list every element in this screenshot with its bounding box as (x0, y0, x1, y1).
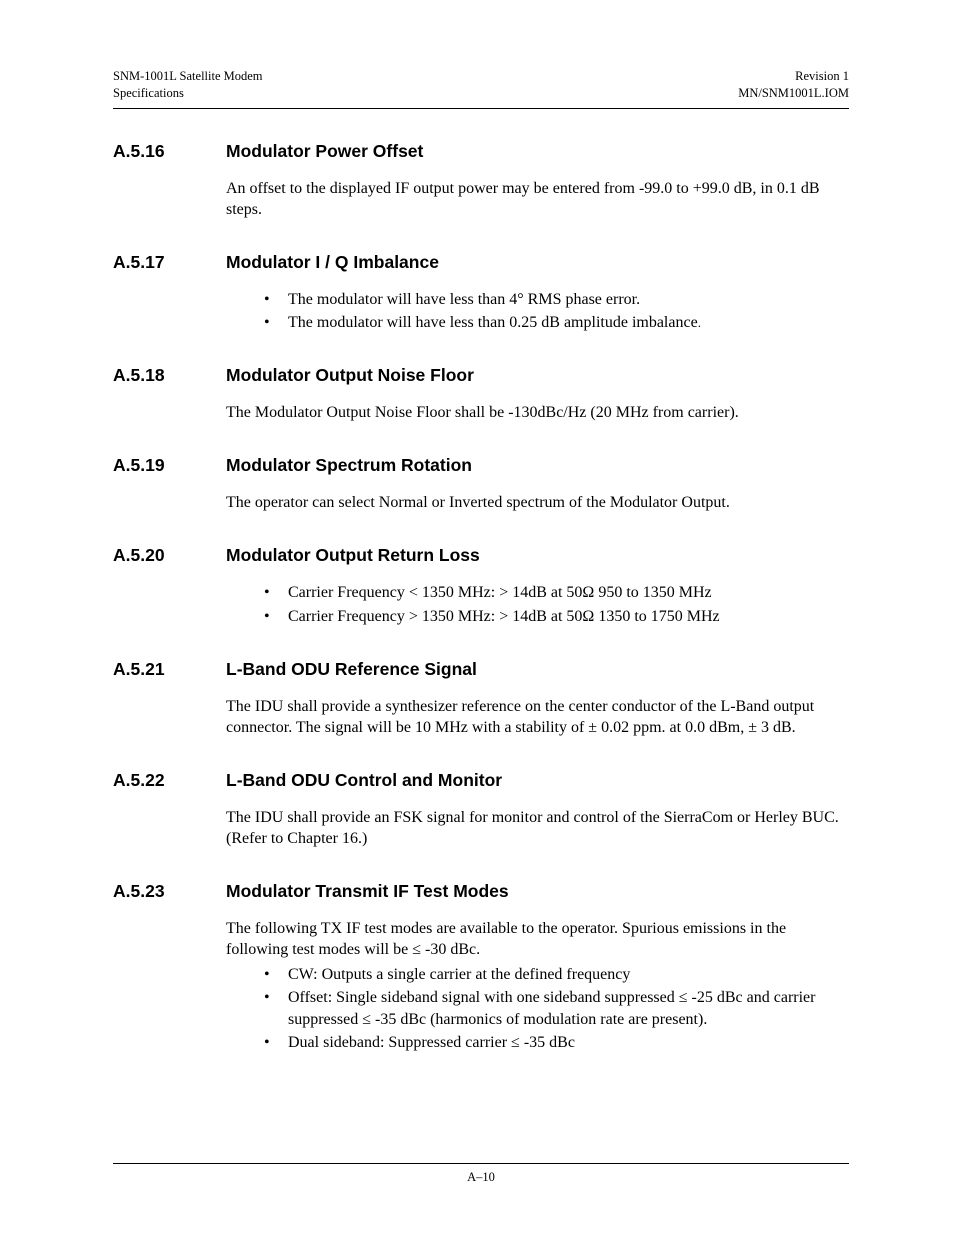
section-body: An offset to the displayed IF output pow… (226, 178, 849, 220)
section-a516: A.5.16 Modulator Power Offset An offset … (113, 141, 849, 220)
section-title: Modulator I / Q Imbalance (226, 252, 849, 273)
section-heading: A.5.20 Modulator Output Return Loss (113, 545, 849, 566)
section-heading: A.5.19 Modulator Spectrum Rotation (113, 455, 849, 476)
page-container: SNM-1001L Satellite Modem Specifications… (0, 0, 954, 1235)
paragraph: The Modulator Output Noise Floor shall b… (226, 402, 849, 423)
list-item: Offset: Single sideband signal with one … (288, 987, 849, 1029)
bullet-list: The modulator will have less than 4° RMS… (226, 289, 849, 333)
paragraph: The IDU shall provide an FSK signal for … (226, 807, 849, 849)
list-item: Carrier Frequency > 1350 MHz: > 14dB at … (288, 606, 849, 627)
page-footer: A–10 (113, 1163, 849, 1185)
section-title: L-Band ODU Reference Signal (226, 659, 849, 680)
section-heading: A.5.18 Modulator Output Noise Floor (113, 365, 849, 386)
header-left: SNM-1001L Satellite Modem Specifications (113, 68, 263, 102)
section-title: Modulator Transmit IF Test Modes (226, 881, 849, 902)
section-body: The Modulator Output Noise Floor shall b… (226, 402, 849, 423)
paragraph: The IDU shall provide a synthesizer refe… (226, 696, 849, 738)
section-number: A.5.23 (113, 881, 226, 902)
doc-subtitle: Specifications (113, 85, 263, 102)
paragraph: An offset to the displayed IF output pow… (226, 178, 849, 220)
content-area: A.5.16 Modulator Power Offset An offset … (113, 109, 849, 1053)
section-body: Carrier Frequency < 1350 MHz: > 14dB at … (226, 582, 849, 626)
section-a523: A.5.23 Modulator Transmit IF Test Modes … (113, 881, 849, 1053)
header-right: Revision 1 MN/SNM1001L.IOM (738, 68, 849, 102)
section-body: The operator can select Normal or Invert… (226, 492, 849, 513)
section-number: A.5.21 (113, 659, 226, 680)
section-body: The following TX IF test modes are avail… (226, 918, 849, 1053)
section-number: A.5.17 (113, 252, 226, 273)
section-body: The modulator will have less than 4° RMS… (226, 289, 849, 333)
footer-rule (113, 1163, 849, 1164)
section-heading: A.5.21 L-Band ODU Reference Signal (113, 659, 849, 680)
section-a517: A.5.17 Modulator I / Q Imbalance The mod… (113, 252, 849, 333)
section-title: Modulator Spectrum Rotation (226, 455, 849, 476)
list-item: CW: Outputs a single carrier at the defi… (288, 964, 849, 985)
section-heading: A.5.17 Modulator I / Q Imbalance (113, 252, 849, 273)
list-item: The modulator will have less than 0.25 d… (288, 312, 849, 333)
doc-title: SNM-1001L Satellite Modem (113, 68, 263, 85)
section-number: A.5.16 (113, 141, 226, 162)
page-number: A–10 (113, 1170, 849, 1185)
section-number: A.5.19 (113, 455, 226, 476)
bullet-list: Carrier Frequency < 1350 MHz: > 14dB at … (226, 582, 849, 626)
doc-code: MN/SNM1001L.IOM (738, 85, 849, 102)
section-title: Modulator Output Noise Floor (226, 365, 849, 386)
section-number: A.5.18 (113, 365, 226, 386)
section-heading: A.5.22 L-Band ODU Control and Monitor (113, 770, 849, 791)
section-a522: A.5.22 L-Band ODU Control and Monitor Th… (113, 770, 849, 849)
paragraph: The operator can select Normal or Invert… (226, 492, 849, 513)
page-header: SNM-1001L Satellite Modem Specifications… (113, 68, 849, 102)
section-heading: A.5.16 Modulator Power Offset (113, 141, 849, 162)
section-a518: A.5.18 Modulator Output Noise Floor The … (113, 365, 849, 423)
revision: Revision 1 (738, 68, 849, 85)
section-number: A.5.22 (113, 770, 226, 791)
list-item: Dual sideband: Suppressed carrier ≤ -35 … (288, 1032, 849, 1053)
section-a520: A.5.20 Modulator Output Return Loss Carr… (113, 545, 849, 626)
list-item: Carrier Frequency < 1350 MHz: > 14dB at … (288, 582, 849, 603)
list-item: The modulator will have less than 4° RMS… (288, 289, 849, 310)
section-body: The IDU shall provide an FSK signal for … (226, 807, 849, 849)
section-a519: A.5.19 Modulator Spectrum Rotation The o… (113, 455, 849, 513)
section-title: Modulator Output Return Loss (226, 545, 849, 566)
section-title: Modulator Power Offset (226, 141, 849, 162)
section-body: The IDU shall provide a synthesizer refe… (226, 696, 849, 738)
section-a521: A.5.21 L-Band ODU Reference Signal The I… (113, 659, 849, 738)
paragraph: The following TX IF test modes are avail… (226, 918, 849, 960)
bullet-list: CW: Outputs a single carrier at the defi… (226, 964, 849, 1052)
section-title: L-Band ODU Control and Monitor (226, 770, 849, 791)
section-heading: A.5.23 Modulator Transmit IF Test Modes (113, 881, 849, 902)
section-number: A.5.20 (113, 545, 226, 566)
